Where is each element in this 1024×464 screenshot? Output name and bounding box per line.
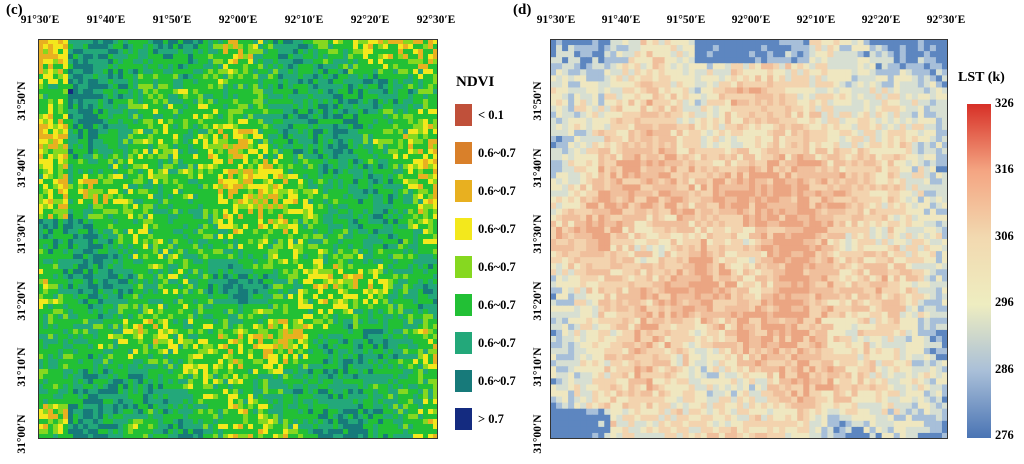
lst-raster bbox=[550, 39, 948, 439]
ndvi-legend-swatch bbox=[455, 332, 472, 354]
ndvi-legend-swatch bbox=[455, 256, 472, 278]
lon-tick-label: 92°00′E bbox=[732, 14, 771, 26]
ndvi-legend-item: 0.6~0.7 bbox=[455, 218, 516, 240]
lst-colorbar-title: LST (k) bbox=[958, 70, 1005, 86]
ndvi-legend-swatch bbox=[455, 294, 472, 316]
lon-tick-label: 91°40′E bbox=[87, 14, 126, 26]
lst-colorbar-tick: 306 bbox=[995, 229, 1014, 244]
lat-tick-label: 31°50′N bbox=[532, 71, 544, 131]
ndvi-legend-swatch bbox=[455, 370, 472, 392]
lon-tick-label: 92°10′E bbox=[285, 14, 324, 26]
ndvi-legend-label: 0.6~0.7 bbox=[478, 336, 516, 351]
lon-tick-label: 91°30′E bbox=[537, 14, 576, 26]
ndvi-legend-label: < 0.1 bbox=[478, 108, 504, 123]
ndvi-legend-label: 0.6~0.7 bbox=[478, 374, 516, 389]
ndvi-legend-item: 0.6~0.7 bbox=[455, 180, 516, 202]
lat-tick-label: 31°00′N bbox=[532, 404, 544, 464]
ndvi-map bbox=[38, 39, 438, 439]
ndvi-legend-swatch bbox=[455, 142, 472, 164]
lst-colorbar-ramp bbox=[967, 104, 991, 438]
lat-tick-label: 31°10′N bbox=[532, 337, 544, 397]
panel-d-label: (d) bbox=[513, 2, 531, 19]
ndvi-raster bbox=[38, 39, 438, 439]
ndvi-legend-label: 0.6~0.7 bbox=[478, 260, 516, 275]
lst-colorbar-tick: 296 bbox=[995, 295, 1014, 310]
lat-tick-label: 31°20′N bbox=[532, 271, 544, 331]
lon-tick-label: 92°30′E bbox=[927, 14, 966, 26]
lat-tick-label: 31°50′N bbox=[16, 71, 28, 131]
lon-tick-label: 91°30′E bbox=[21, 14, 60, 26]
lat-tick-label: 31°30′N bbox=[532, 204, 544, 264]
lon-tick-label: 91°40′E bbox=[602, 14, 641, 26]
ndvi-legend-swatch bbox=[455, 104, 472, 126]
ndvi-legend-label: 0.6~0.7 bbox=[478, 184, 516, 199]
lst-colorbar-tick: 316 bbox=[995, 162, 1014, 177]
ndvi-legend-item: 0.6~0.7 bbox=[455, 332, 516, 354]
ndvi-legend-title: NDVI bbox=[456, 74, 494, 91]
lon-tick-label: 92°20′E bbox=[862, 14, 901, 26]
lon-tick-label: 92°10′E bbox=[797, 14, 836, 26]
lon-tick-label: 91°50′E bbox=[153, 14, 192, 26]
lon-tick-label: 91°50′E bbox=[667, 14, 706, 26]
lst-map bbox=[550, 39, 948, 439]
lst-colorbar-tick: 276 bbox=[995, 428, 1014, 443]
lon-tick-label: 92°20′E bbox=[351, 14, 390, 26]
lat-tick-label: 31°40′N bbox=[16, 138, 28, 198]
ndvi-legend-swatch bbox=[455, 180, 472, 202]
lat-tick-label: 31°00′N bbox=[16, 404, 28, 464]
lat-tick-label: 31°30′N bbox=[16, 204, 28, 264]
ndvi-legend-swatch bbox=[455, 218, 472, 240]
lat-tick-label: 31°20′N bbox=[16, 271, 28, 331]
lst-colorbar bbox=[967, 104, 991, 438]
ndvi-legend-label: 0.6~0.7 bbox=[478, 146, 516, 161]
ndvi-legend-label: 0.6~0.7 bbox=[478, 298, 516, 313]
ndvi-legend-item: 0.6~0.7 bbox=[455, 294, 516, 316]
ndvi-legend-item: > 0.7 bbox=[455, 408, 504, 430]
ndvi-legend-label: 0.6~0.7 bbox=[478, 222, 516, 237]
lst-colorbar-tick: 326 bbox=[995, 96, 1014, 111]
ndvi-legend-label: > 0.7 bbox=[478, 412, 504, 427]
lon-tick-label: 92°30′E bbox=[417, 14, 456, 26]
lst-colorbar-tick: 286 bbox=[995, 362, 1014, 377]
ndvi-legend-item: 0.6~0.7 bbox=[455, 370, 516, 392]
ndvi-legend-item: < 0.1 bbox=[455, 104, 504, 126]
ndvi-legend-item: 0.6~0.7 bbox=[455, 256, 516, 278]
ndvi-legend-item: 0.6~0.7 bbox=[455, 142, 516, 164]
lat-tick-label: 31°10′N bbox=[16, 337, 28, 397]
lon-tick-label: 92°00′E bbox=[219, 14, 258, 26]
lat-tick-label: 31°40′N bbox=[532, 138, 544, 198]
ndvi-legend-swatch bbox=[455, 408, 472, 430]
